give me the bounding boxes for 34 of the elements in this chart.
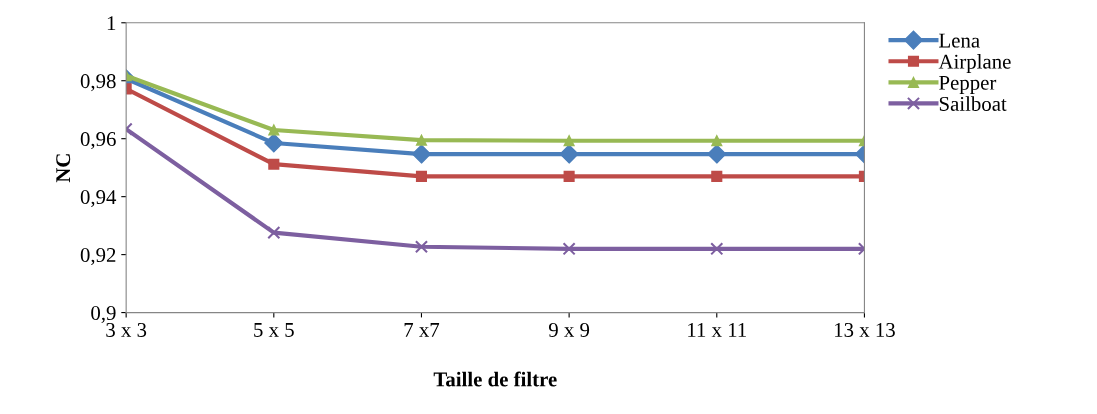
x-tick-label: 13 x 13	[835, 322, 895, 337]
y-tick-label: 0,92	[80, 247, 116, 266]
point	[411, 144, 432, 164]
legend-label: Airplane	[938, 54, 1011, 73]
y-tick-label: 0,94	[80, 190, 117, 208]
point	[268, 124, 280, 136]
x-tick-label: 5 x 5	[254, 323, 294, 337]
legend-label: Sailboat	[939, 96, 1007, 111]
point	[563, 170, 575, 182]
y-axis-title: NC	[56, 154, 71, 183]
point	[415, 134, 428, 146]
point	[264, 133, 284, 153]
point	[268, 158, 280, 170]
legend-label: Pepper	[939, 75, 997, 95]
point	[563, 135, 575, 147]
point	[710, 242, 724, 256]
x-tick-label: 3 x 3	[106, 322, 147, 337]
point	[711, 135, 723, 147]
x-tick-label: 7 x7	[404, 323, 440, 337]
point	[562, 242, 576, 256]
point	[707, 144, 727, 164]
point	[415, 170, 428, 182]
legend-label: Lena	[939, 33, 980, 48]
x-tick-label: 11 x 11	[688, 323, 746, 337]
y-tick-label: 0,96	[80, 132, 116, 150]
point	[559, 144, 579, 164]
point	[414, 240, 429, 254]
x-tick-label: 9 x 9	[548, 322, 590, 337]
point	[267, 225, 281, 240]
point	[711, 170, 723, 182]
x-axis-title: Taille de filtre	[433, 371, 557, 387]
y-tick-label: 1	[107, 16, 116, 30]
y-tick-label: 0,9	[91, 305, 116, 323]
y-tick-label: 0,98	[80, 74, 116, 92]
